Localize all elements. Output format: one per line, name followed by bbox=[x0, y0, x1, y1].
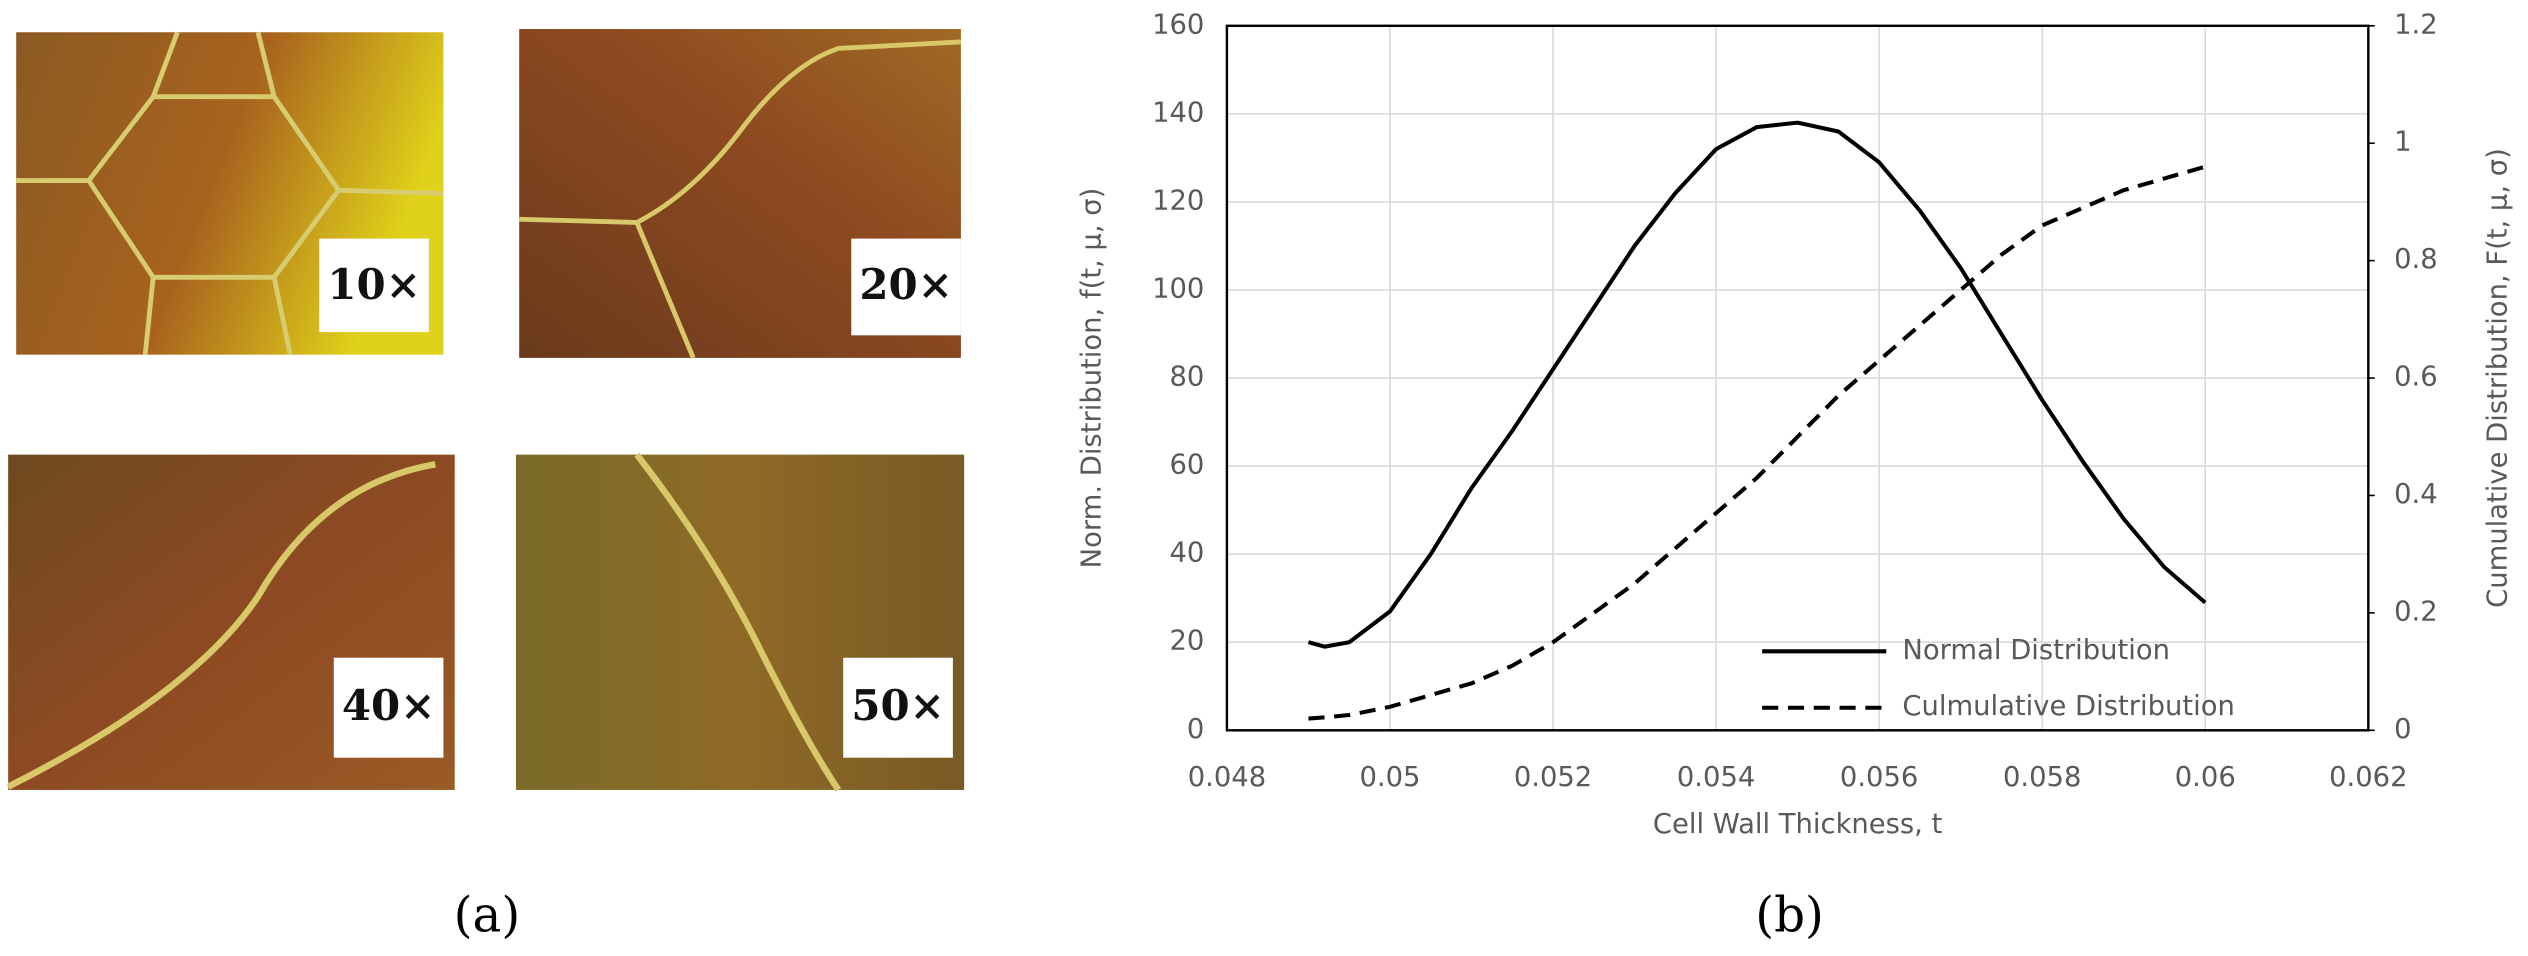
magnification: 20× bbox=[859, 260, 952, 309]
legend-label: Culmulative Distribution bbox=[1902, 691, 2234, 722]
y2-tick-label: 0.4 bbox=[2394, 479, 2438, 510]
series-line bbox=[1307, 120, 2207, 649]
y2-tick-label: 1.2 bbox=[2394, 9, 2438, 40]
y-tick-label: 120 bbox=[1152, 185, 1204, 216]
x-tick-label: 0.052 bbox=[1514, 762, 1592, 793]
plot-frame bbox=[1225, 24, 2370, 732]
y-tick-label: 140 bbox=[1152, 97, 1204, 128]
label-box bbox=[843, 657, 953, 758]
cell-wall bbox=[16, 31, 444, 356]
x-tick-label: 0.056 bbox=[1840, 762, 1918, 793]
x-axis-label: Cell Wall Thickness, t bbox=[1653, 809, 1943, 840]
y2-tick-label: 1 bbox=[2394, 127, 2411, 158]
y-axis-label: Norm. Distribution, f(t, μ, σ) bbox=[1077, 188, 1108, 569]
magnification: 40× bbox=[342, 681, 435, 730]
photo-panel: 10× 20× 40× 50× bbox=[6, 29, 965, 792]
y-tick-label: 60 bbox=[1169, 450, 1204, 481]
y2-tick-label: 0.8 bbox=[2394, 244, 2438, 275]
y2-tick-label: 0 bbox=[2394, 714, 2411, 745]
cell-wall bbox=[6, 461, 436, 790]
series-line bbox=[1308, 164, 2206, 721]
y2-tick-label: 0.2 bbox=[2394, 596, 2438, 627]
chart: 0.048 0.05 0.052 0.054 0.056 0.058 0.06 0.062 0 2… bbox=[1077, 9, 2514, 840]
caption: (b) bbox=[1755, 887, 1824, 943]
x-tick-label: 0.048 bbox=[1188, 762, 1266, 793]
caption: (a) bbox=[454, 887, 521, 943]
cell-wall bbox=[519, 39, 962, 359]
label-box bbox=[851, 238, 961, 336]
cell-wall bbox=[634, 452, 842, 792]
label-box bbox=[319, 238, 429, 333]
y2-axis-label: Cumulative Distribution, F(t, μ, σ) bbox=[2482, 148, 2513, 608]
x-tick-label: 0.058 bbox=[2003, 762, 2081, 793]
x-tick-label: 0.06 bbox=[2175, 762, 2236, 793]
y-tick-label: 100 bbox=[1152, 273, 1204, 304]
magnification: 10× bbox=[327, 260, 420, 309]
label-box bbox=[333, 657, 444, 758]
x-tick-label: 0.062 bbox=[2329, 762, 2407, 793]
y2-tick-label: 0.6 bbox=[2394, 362, 2438, 393]
y-tick-label: 80 bbox=[1169, 362, 1204, 393]
legend-label: Normal Distribution bbox=[1902, 635, 2170, 666]
y-tick-label: 0 bbox=[1187, 714, 1204, 745]
y-tick-label: 40 bbox=[1169, 538, 1204, 569]
y-tick-label: 20 bbox=[1169, 626, 1204, 657]
magnification: 50× bbox=[851, 681, 944, 730]
x-tick-label: 0.05 bbox=[1359, 762, 1420, 793]
y-tick-label: 160 bbox=[1152, 9, 1204, 40]
x-tick-label: 0.054 bbox=[1677, 762, 1755, 793]
